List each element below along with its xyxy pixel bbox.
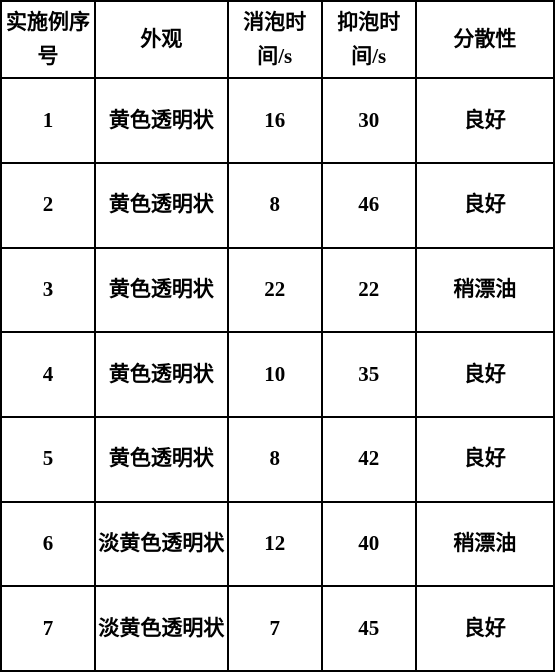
col-header-label: 分散性	[453, 27, 516, 51]
cell-dispersion: 良好	[416, 332, 554, 417]
cell-suppress-time: 45	[322, 586, 416, 671]
table-row: 7 淡黄色透明状 7 45 良好	[1, 586, 554, 671]
cell-defoam-time: 8	[228, 417, 322, 502]
cell-value: 淡黄色透明状	[98, 616, 224, 640]
cell-example-id: 4	[1, 332, 95, 417]
cell-value: 3	[43, 277, 54, 301]
cell-value: 8	[269, 446, 280, 470]
table-row: 4 黄色透明状 10 35 良好	[1, 332, 554, 417]
cell-dispersion: 稍漂油	[416, 248, 554, 333]
cell-defoam-time: 8	[228, 163, 322, 248]
cell-value: 22	[264, 277, 285, 301]
cell-dispersion: 良好	[416, 78, 554, 163]
results-table-wrap: 实施例序号 外观 消泡时间/s 抑泡时间/s 分散性 1 黄色透明状 16 30…	[0, 0, 555, 672]
cell-suppress-time: 40	[322, 502, 416, 587]
cell-value: 5	[43, 446, 54, 470]
table-row: 3 黄色透明状 22 22 稍漂油	[1, 248, 554, 333]
cell-value: 35	[358, 362, 379, 386]
cell-example-id: 2	[1, 163, 95, 248]
cell-defoam-time: 7	[228, 586, 322, 671]
results-table: 实施例序号 外观 消泡时间/s 抑泡时间/s 分散性 1 黄色透明状 16 30…	[0, 0, 555, 672]
cell-value: 4	[43, 362, 54, 386]
cell-value: 黄色透明状	[109, 192, 214, 216]
cell-value: 良好	[464, 192, 506, 216]
table-row: 5 黄色透明状 8 42 良好	[1, 417, 554, 502]
col-header-label: 外观	[140, 27, 182, 51]
cell-value: 黄色透明状	[109, 108, 214, 132]
cell-defoam-time: 12	[228, 502, 322, 587]
cell-value: 8	[269, 192, 280, 216]
col-header-dispersion: 分散性	[416, 1, 554, 78]
cell-value: 良好	[464, 616, 506, 640]
cell-defoam-time: 16	[228, 78, 322, 163]
cell-value: 22	[358, 277, 379, 301]
cell-dispersion: 良好	[416, 417, 554, 502]
cell-value: 7	[269, 616, 280, 640]
cell-value: 稍漂油	[453, 531, 516, 555]
cell-value: 42	[358, 446, 379, 470]
cell-value: 良好	[464, 446, 506, 470]
cell-value: 7	[43, 616, 54, 640]
cell-value: 2	[43, 192, 54, 216]
cell-appearance: 淡黄色透明状	[95, 502, 228, 587]
cell-dispersion: 良好	[416, 586, 554, 671]
cell-example-id: 1	[1, 78, 95, 163]
cell-value: 30	[358, 108, 379, 132]
col-header-label: 抑泡时间/s	[337, 10, 400, 68]
cell-suppress-time: 46	[322, 163, 416, 248]
cell-value: 6	[43, 531, 54, 555]
cell-value: 16	[264, 108, 285, 132]
col-header-defoam-time: 消泡时间/s	[228, 1, 322, 78]
cell-appearance: 黄色透明状	[95, 78, 228, 163]
table-row: 2 黄色透明状 8 46 良好	[1, 163, 554, 248]
table-header-row: 实施例序号 外观 消泡时间/s 抑泡时间/s 分散性	[1, 1, 554, 78]
cell-defoam-time: 10	[228, 332, 322, 417]
cell-appearance: 黄色透明状	[95, 163, 228, 248]
cell-value: 1	[43, 108, 54, 132]
cell-appearance: 黄色透明状	[95, 332, 228, 417]
col-header-label: 消泡时间/s	[243, 10, 306, 68]
cell-suppress-time: 22	[322, 248, 416, 333]
cell-dispersion: 良好	[416, 163, 554, 248]
cell-appearance: 淡黄色透明状	[95, 586, 228, 671]
table-row: 6 淡黄色透明状 12 40 稍漂油	[1, 502, 554, 587]
cell-example-id: 7	[1, 586, 95, 671]
cell-value: 稍漂油	[453, 277, 516, 301]
cell-value: 良好	[464, 108, 506, 132]
table-body: 1 黄色透明状 16 30 良好 2 黄色透明状 8 46 良好 3 黄色透明状…	[1, 78, 554, 671]
cell-example-id: 3	[1, 248, 95, 333]
col-header-example-id: 实施例序号	[1, 1, 95, 78]
cell-suppress-time: 42	[322, 417, 416, 502]
cell-value: 黄色透明状	[109, 362, 214, 386]
cell-value: 淡黄色透明状	[98, 531, 224, 555]
cell-defoam-time: 22	[228, 248, 322, 333]
cell-value: 10	[264, 362, 285, 386]
table-row: 1 黄色透明状 16 30 良好	[1, 78, 554, 163]
cell-example-id: 5	[1, 417, 95, 502]
col-header-label: 实施例序号	[6, 10, 90, 68]
cell-value: 46	[358, 192, 379, 216]
cell-appearance: 黄色透明状	[95, 417, 228, 502]
cell-value: 45	[358, 616, 379, 640]
cell-suppress-time: 30	[322, 78, 416, 163]
col-header-appearance: 外观	[95, 1, 228, 78]
cell-value: 40	[358, 531, 379, 555]
cell-dispersion: 稍漂油	[416, 502, 554, 587]
cell-value: 良好	[464, 362, 506, 386]
col-header-suppress-time: 抑泡时间/s	[322, 1, 416, 78]
cell-value: 12	[264, 531, 285, 555]
cell-value: 黄色透明状	[109, 277, 214, 301]
cell-appearance: 黄色透明状	[95, 248, 228, 333]
cell-example-id: 6	[1, 502, 95, 587]
cell-suppress-time: 35	[322, 332, 416, 417]
cell-value: 黄色透明状	[109, 446, 214, 470]
